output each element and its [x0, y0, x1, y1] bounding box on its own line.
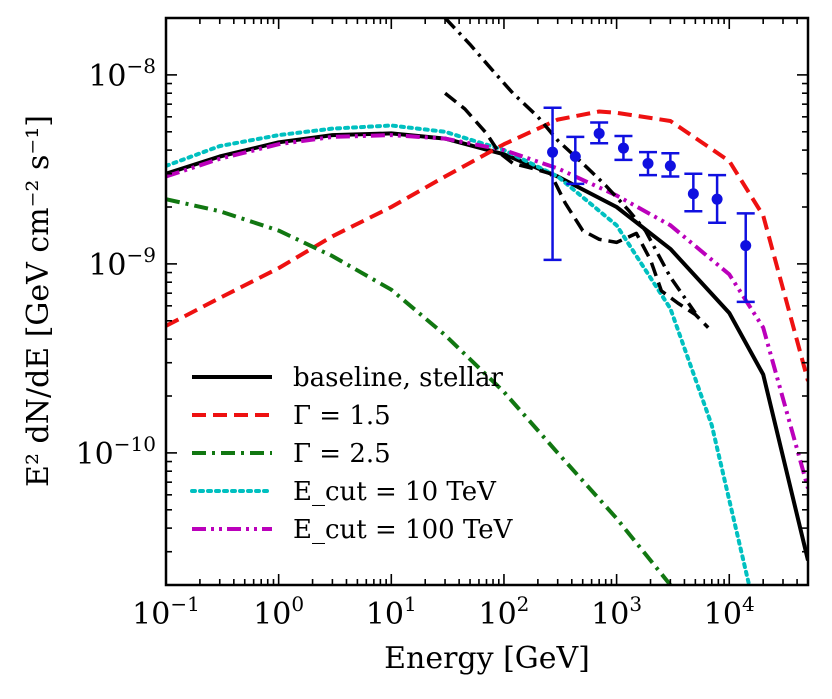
x-axis-label: Energy [GeV] [384, 641, 590, 676]
data-marker [617, 142, 629, 154]
extra-line-2 [444, 91, 710, 329]
data-point-8 [708, 173, 727, 225]
legend-label: Γ = 2.5 [293, 439, 391, 469]
data-point-6 [661, 151, 680, 178]
series-layer [166, 18, 808, 585]
legend-item-5: E_cut = 100 TeV [192, 515, 514, 545]
data-marker [593, 127, 605, 139]
series-line-5 [166, 133, 808, 489]
data-marker [569, 151, 581, 163]
legend-item-3: Γ = 2.5 [192, 439, 391, 469]
y-tick-label: 10−10 [76, 432, 156, 472]
data-point-1 [543, 106, 562, 262]
data-point-5 [639, 150, 658, 177]
legend-item-1: baseline, stellar [192, 363, 503, 393]
x-tick-label: 10−1 [132, 592, 200, 632]
series-line-2 [166, 109, 808, 382]
series-line-4 [166, 123, 752, 585]
legend-label: E_cut = 100 TeV [293, 515, 514, 545]
legend-label: E_cut = 10 TeV [293, 477, 497, 507]
data-marker [547, 146, 559, 158]
plot-background [166, 18, 808, 585]
x-tick-label: 102 [478, 592, 529, 632]
data-marker [642, 157, 654, 169]
y-tick-label: 10−9 [88, 243, 156, 283]
x-tick-label: 103 [591, 592, 642, 632]
data-marker [687, 188, 699, 200]
data-point-9 [736, 212, 755, 304]
data-point-3 [590, 121, 609, 145]
data-points-layer [543, 106, 755, 304]
legend-label: baseline, stellar [293, 363, 503, 393]
legend: baseline, stellar Γ = 1.5 Γ = 2.5 E_cut = 1… [190, 363, 514, 545]
x-tick-label: 101 [366, 592, 417, 632]
plot-frame [164, 16, 810, 587]
x-tick-label: 104 [704, 592, 755, 632]
x-tick-label: 100 [253, 592, 304, 632]
data-marker [664, 160, 676, 172]
tick-labels: 10−1 100 101 102 103 104 10−10 10−9 10−8 [76, 54, 755, 632]
data-point-4 [614, 134, 633, 162]
legend-item-2: Γ = 1.5 [192, 401, 391, 431]
y-axis-label: E² dN/dE [GeV cm⁻² s⁻¹] [21, 115, 56, 487]
legend-label: Γ = 1.5 [293, 401, 391, 431]
data-marker [740, 240, 752, 252]
data-point-7 [684, 172, 703, 213]
y-tick-label: 10−8 [88, 54, 156, 94]
data-point-2 [566, 135, 585, 186]
extra-line-1 [443, 18, 697, 314]
data-marker [711, 193, 723, 205]
legend-item-4: E_cut = 10 TeV [190, 477, 497, 507]
